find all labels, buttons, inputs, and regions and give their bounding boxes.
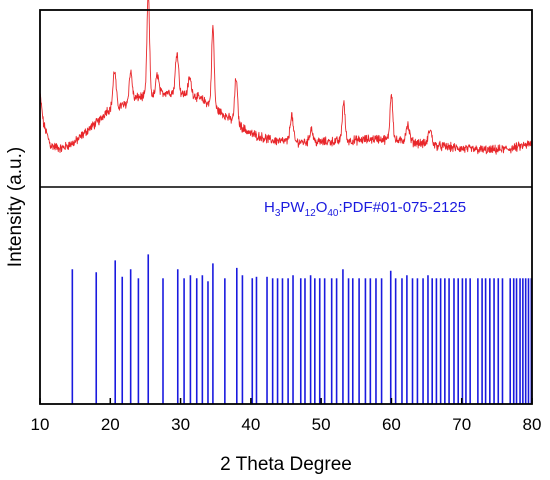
x-axis-ticks: 10 20 30 40 50 60 70 80: [31, 398, 542, 434]
reference-label-part: 3: [275, 208, 281, 219]
x-axis-label: 2 Theta Degree: [220, 454, 352, 475]
x-tick-label: 80: [523, 415, 542, 434]
reference-label-part: O: [316, 199, 328, 216]
x-tick-label: 30: [171, 415, 190, 434]
x-tick-label: 40: [241, 415, 260, 434]
reference-label-part: PW: [280, 199, 305, 216]
x-tick-label: 20: [101, 415, 120, 434]
y-axis-label: Intensity (a.u.): [5, 147, 26, 267]
x-tick-label: 70: [452, 415, 471, 434]
x-tick-label: 10: [31, 415, 50, 434]
plot-frame: [39, 9, 533, 405]
measured-pattern-line: [39, 0, 533, 155]
reference-label-part: H: [264, 199, 275, 216]
x-tick-label: 50: [312, 415, 331, 434]
plot-marks: [39, 0, 533, 404]
x-tick-label: 60: [382, 415, 401, 434]
reference-label-part: :PDF#01-075-2125: [339, 199, 467, 216]
reference-label-part: 40: [327, 208, 339, 219]
reference-pattern-label: H3PW12O40:PDF#01-075-2125: [264, 199, 466, 219]
reference-label-part: 12: [305, 208, 317, 219]
